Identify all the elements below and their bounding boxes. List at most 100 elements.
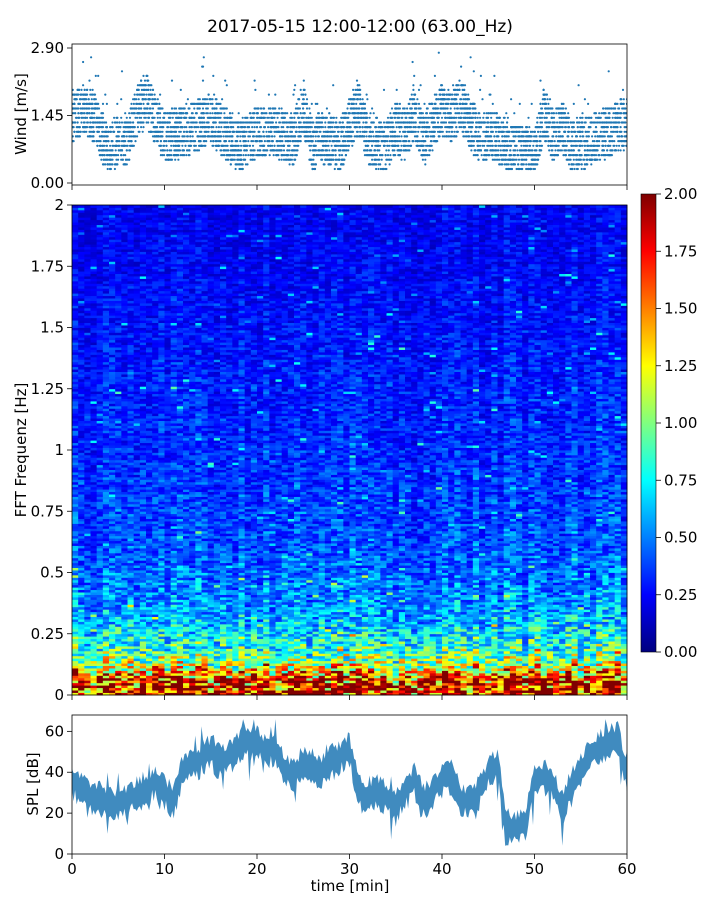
wind-point	[474, 116, 477, 119]
wind-point	[424, 163, 427, 166]
wind-point	[142, 126, 145, 129]
wind-point	[540, 126, 544, 129]
wind-point	[528, 126, 531, 129]
wind-point	[495, 112, 498, 115]
wind-point	[178, 135, 181, 138]
wind-point	[103, 144, 106, 147]
wind-point	[426, 121, 429, 124]
wind-point	[91, 107, 94, 110]
wind-point	[215, 126, 218, 129]
wind-point	[295, 102, 298, 105]
wind-point	[79, 98, 82, 101]
wind-point	[78, 126, 81, 129]
wind-point	[288, 144, 291, 147]
wind-point	[490, 140, 494, 143]
wind-point	[514, 135, 517, 138]
wind-point	[95, 140, 98, 143]
wind-point	[309, 130, 312, 133]
wind-point	[352, 130, 355, 133]
wind-point	[398, 130, 401, 133]
wind-point	[359, 88, 362, 91]
wind-point	[170, 158, 174, 161]
wind-point	[290, 130, 293, 133]
wind-point	[406, 107, 409, 110]
wind-point	[76, 121, 79, 124]
wind-point	[248, 126, 251, 129]
wind-point	[494, 144, 498, 147]
wind-point	[451, 126, 454, 129]
wind-point	[251, 144, 255, 147]
wind-point	[201, 65, 205, 68]
wind-point	[471, 126, 474, 129]
wind-point	[421, 112, 424, 115]
wind-point	[411, 60, 414, 64]
wind-point	[510, 167, 513, 171]
wind-point	[204, 144, 207, 147]
wind-point	[114, 149, 117, 152]
wind-point	[310, 126, 313, 129]
wind-point	[395, 88, 398, 91]
wind-point	[212, 74, 215, 77]
wind-point	[246, 163, 249, 166]
wind-point	[338, 140, 341, 143]
wind-point	[317, 112, 320, 115]
wind-point	[263, 144, 266, 147]
wind-point	[191, 130, 194, 133]
wind-point	[456, 93, 459, 96]
wind-point	[506, 116, 509, 119]
wind-point	[99, 154, 102, 157]
wind-point	[378, 158, 381, 161]
wind-point	[86, 88, 89, 91]
wind-point	[274, 93, 277, 96]
wind-point	[356, 130, 359, 133]
wind-point	[227, 158, 230, 161]
wind-point	[84, 116, 87, 119]
wind-point	[226, 121, 229, 124]
wind-point	[193, 107, 196, 110]
wind-point	[366, 98, 369, 101]
wind-point	[332, 154, 335, 157]
wind-point	[270, 130, 273, 133]
wind-point	[375, 167, 378, 171]
wind-point	[335, 163, 338, 166]
wind-point	[268, 135, 271, 138]
wind-point	[555, 135, 558, 138]
wind-point	[153, 116, 156, 119]
wind-point	[132, 102, 135, 105]
wind-point	[319, 130, 322, 133]
wind-point	[394, 116, 397, 119]
wind-point	[185, 154, 188, 157]
wind-point	[431, 102, 434, 105]
wind-point	[438, 135, 441, 138]
wind-point	[186, 98, 189, 101]
wind-point	[398, 116, 401, 119]
wind-point	[101, 144, 105, 147]
wind-point	[283, 130, 286, 133]
wind-point	[227, 126, 230, 129]
wind-point	[143, 79, 147, 82]
wind-point	[72, 135, 74, 138]
wind-point	[408, 102, 411, 105]
wind-point	[536, 140, 539, 143]
wind-point	[82, 130, 85, 133]
wind-point	[441, 130, 444, 133]
wind-point	[540, 116, 544, 119]
wind-point	[282, 144, 286, 147]
wind-point	[101, 135, 104, 138]
wind-point	[277, 126, 280, 129]
wind-point	[170, 149, 173, 152]
wind-point	[209, 112, 212, 115]
wind-point	[290, 158, 293, 161]
wind-point	[232, 126, 235, 129]
wind-point	[262, 130, 265, 133]
wind-point	[226, 144, 229, 147]
wind-point	[311, 140, 314, 143]
wind-point	[273, 116, 276, 119]
wind-point	[278, 107, 281, 110]
wind-point	[408, 140, 411, 143]
wind-point	[537, 158, 540, 161]
wind-point	[302, 98, 305, 101]
wind-point	[86, 102, 89, 105]
wind-point	[505, 112, 508, 115]
wind-point	[200, 130, 203, 133]
